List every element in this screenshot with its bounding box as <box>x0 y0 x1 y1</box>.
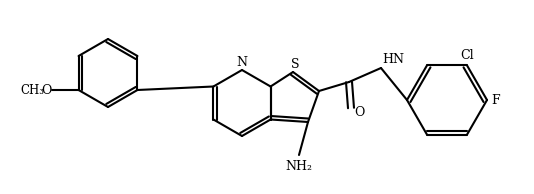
Text: S: S <box>290 58 299 71</box>
Text: CH₃: CH₃ <box>20 85 44 98</box>
Text: N: N <box>237 56 247 69</box>
Text: F: F <box>491 94 500 107</box>
Text: O: O <box>41 85 52 98</box>
Text: O: O <box>354 106 364 119</box>
Text: HN: HN <box>382 53 404 66</box>
Text: NH₂: NH₂ <box>286 160 312 173</box>
Text: Cl: Cl <box>460 49 474 62</box>
